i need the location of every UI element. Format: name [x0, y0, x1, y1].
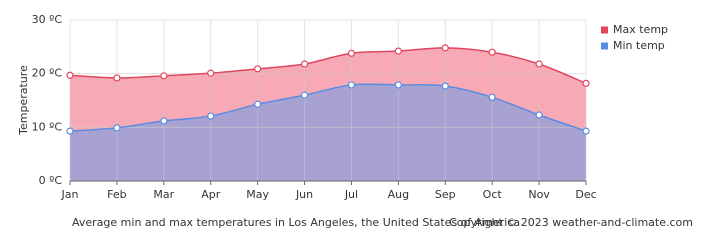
y-tick-label: 20 ºC	[32, 67, 63, 80]
y-tick-label: 10 ºC	[32, 120, 63, 133]
legend-label: Max temp	[613, 23, 668, 36]
legend-swatch	[601, 42, 608, 50]
x-tick-label: Feb	[107, 188, 126, 201]
point	[300, 91, 309, 99]
y-axis-label: Temperature	[17, 65, 30, 136]
x-tick-label: May	[246, 188, 269, 201]
point	[535, 60, 543, 68]
point	[582, 79, 590, 87]
x-tick-label: Jan	[61, 188, 79, 201]
legend-label: Min temp	[613, 39, 665, 52]
x-tick-label: Jul	[344, 188, 358, 201]
x-tick-label: Sep	[435, 188, 456, 201]
legend-swatch	[601, 26, 608, 34]
point	[535, 111, 543, 119]
point	[207, 69, 215, 77]
line	[69, 47, 587, 85]
point	[347, 81, 356, 89]
line	[69, 83, 587, 132]
point	[160, 117, 168, 125]
point	[254, 100, 262, 108]
caption: Average min and max temperatures in Los …	[72, 216, 520, 229]
point	[488, 48, 496, 56]
x-tick-label: Jun	[295, 188, 313, 201]
point	[207, 112, 215, 120]
chart: Temperature Average min and max temperat…	[17, 13, 693, 229]
point	[160, 72, 168, 80]
y-tick-label: 30 ºC	[32, 13, 63, 26]
point	[488, 93, 496, 101]
point	[394, 81, 402, 89]
x-tick-label: Nov	[528, 188, 550, 201]
point	[347, 49, 356, 57]
area	[70, 84, 586, 181]
point	[113, 124, 121, 132]
x-tick-label: Aug	[388, 188, 409, 201]
point	[254, 65, 262, 73]
x-tick-label: Dec	[575, 188, 596, 201]
point	[66, 71, 74, 79]
point	[441, 44, 449, 52]
point	[113, 74, 121, 82]
point	[66, 127, 74, 135]
x-tick-label: Oct	[483, 188, 503, 201]
point	[582, 127, 590, 135]
copyright: Copyright © 2023 weather-and-climate.com	[449, 216, 693, 229]
point	[394, 47, 402, 55]
point	[441, 82, 449, 90]
x-tick-label: Mar	[153, 188, 174, 201]
point	[300, 60, 309, 68]
x-tick-label: Apr	[201, 188, 221, 201]
y-tick-label: 0 ºC	[39, 174, 63, 187]
